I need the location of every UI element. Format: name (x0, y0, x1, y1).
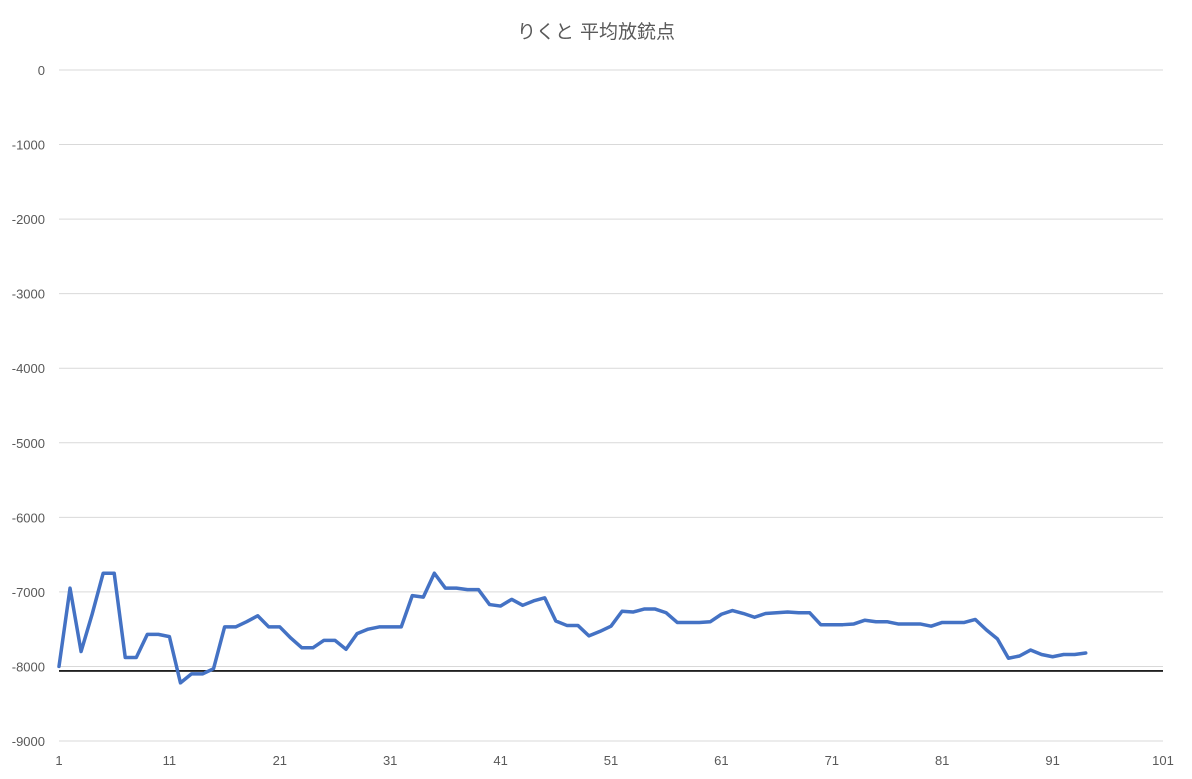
x-axis-tick-labels: 1 11 21 31 41 51 61 71 81 91 101 (55, 753, 1173, 768)
x-tick-label: 1 (55, 753, 62, 768)
y-tick-label: -1000 (12, 138, 45, 153)
x-tick-label: 71 (825, 753, 839, 768)
series-layer (57, 571, 1088, 685)
x-tick-label: 81 (935, 753, 949, 768)
y-tick-label: -9000 (12, 734, 45, 749)
y-tick-label: -2000 (12, 212, 45, 227)
y-tick-label: -4000 (12, 361, 45, 376)
x-tick-label: 21 (273, 753, 287, 768)
y-tick-label: -8000 (12, 659, 45, 674)
y-tick-label: -3000 (12, 287, 45, 302)
y-axis-tick-labels: 0 -1000 -2000 -3000 -4000 -5000 -6000 -7000 -800… (12, 63, 45, 749)
y-tick-label: -5000 (12, 436, 45, 451)
x-tick-label: 91 (1045, 753, 1059, 768)
gridlines (59, 69, 1163, 742)
x-tick-label: 41 (493, 753, 507, 768)
y-tick-label: -6000 (12, 510, 45, 525)
x-tick-label: 61 (714, 753, 728, 768)
y-tick-label: 0 (38, 63, 45, 78)
x-tick-label: 51 (604, 753, 618, 768)
series-line-0 (57, 571, 1088, 685)
y-tick-label: -7000 (12, 585, 45, 600)
x-tick-label: 11 (163, 753, 177, 768)
x-tick-label: 31 (383, 753, 397, 768)
chart-title: りくと 平均放銃点 (517, 21, 675, 43)
x-tick-label: 101 (1152, 753, 1174, 768)
